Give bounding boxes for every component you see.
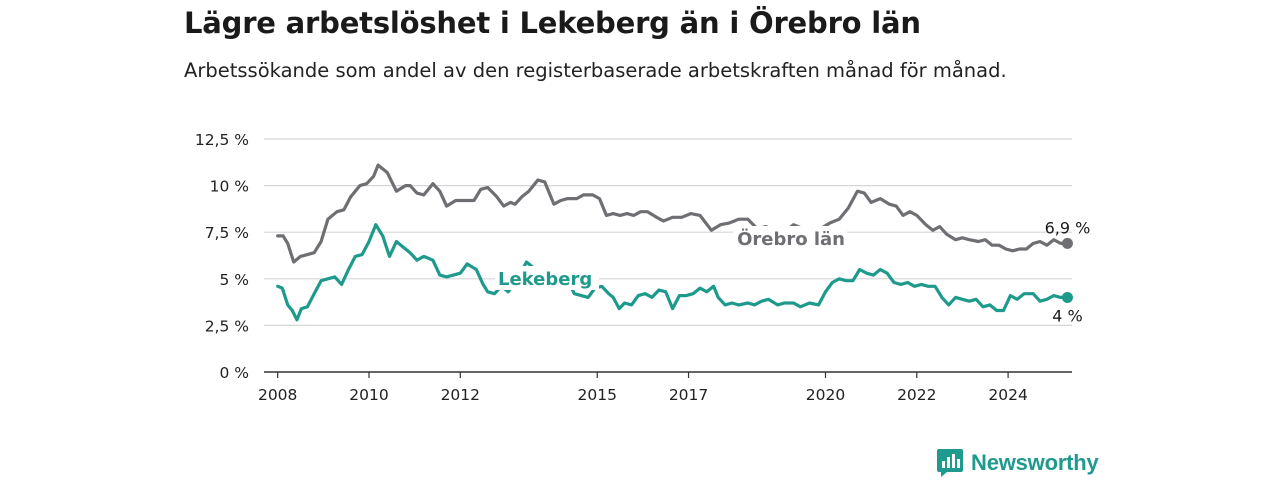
newsworthy-logo-icon xyxy=(937,449,963,477)
series-end-point xyxy=(1061,291,1073,303)
y-tick-label: 5 % xyxy=(219,271,249,289)
series-label-background xyxy=(733,226,847,250)
x-tick-label: 2017 xyxy=(669,386,708,404)
x-tick-label: 2020 xyxy=(806,386,845,404)
series-line xyxy=(276,163,1069,264)
y-tick-label: 0 % xyxy=(219,364,249,382)
brand-name: Newsworthy xyxy=(971,450,1099,475)
x-axis: 2008 2010 2012 2015 2017 2020 2022 2024 xyxy=(258,371,1072,404)
series-labels: 6,9 % Örebro län 4 % Lekeberg xyxy=(495,218,1090,325)
chart-subtitle: Arbetssökande som andel av den registerb… xyxy=(184,59,1007,82)
y-tick-label: 2,5 % xyxy=(205,317,249,335)
y-axis: 0 % 2,5 % 5 % 7,5 % 10 % 12,5 % xyxy=(195,131,249,382)
series-end-point xyxy=(1061,237,1073,249)
line-chart: 0 %2,5 %5 %7,5 %10 %12,5 % 2008 2010 2012 2… xyxy=(195,131,1090,404)
series-lines xyxy=(276,163,1073,322)
chart-title: Lägre arbetslöshet i Lekeberg än i Örebr… xyxy=(184,6,921,40)
x-tick-label: 2015 xyxy=(578,386,617,404)
series-label-background xyxy=(495,266,599,290)
x-tick-label: 2010 xyxy=(349,386,388,404)
series-line xyxy=(276,223,1069,322)
brand-logo: Newsworthy xyxy=(937,448,1099,478)
series-label: Örebro län xyxy=(737,228,845,250)
y-tick-label: 7,5 % xyxy=(205,224,249,242)
gridlines xyxy=(264,138,1072,326)
x-tick-label: 2022 xyxy=(897,386,936,404)
x-tick-label: 2012 xyxy=(441,386,480,404)
x-tick-label: 2024 xyxy=(988,386,1027,404)
x-tick-label: 2008 xyxy=(258,386,297,404)
y-tick-label: 12,5 % xyxy=(195,131,249,149)
series-end-label: 6,9 % xyxy=(1045,218,1091,237)
series-end-label: 4 % xyxy=(1052,306,1082,325)
series-label: Lekeberg xyxy=(498,269,592,290)
y-tick-label: 10 % xyxy=(210,178,249,196)
